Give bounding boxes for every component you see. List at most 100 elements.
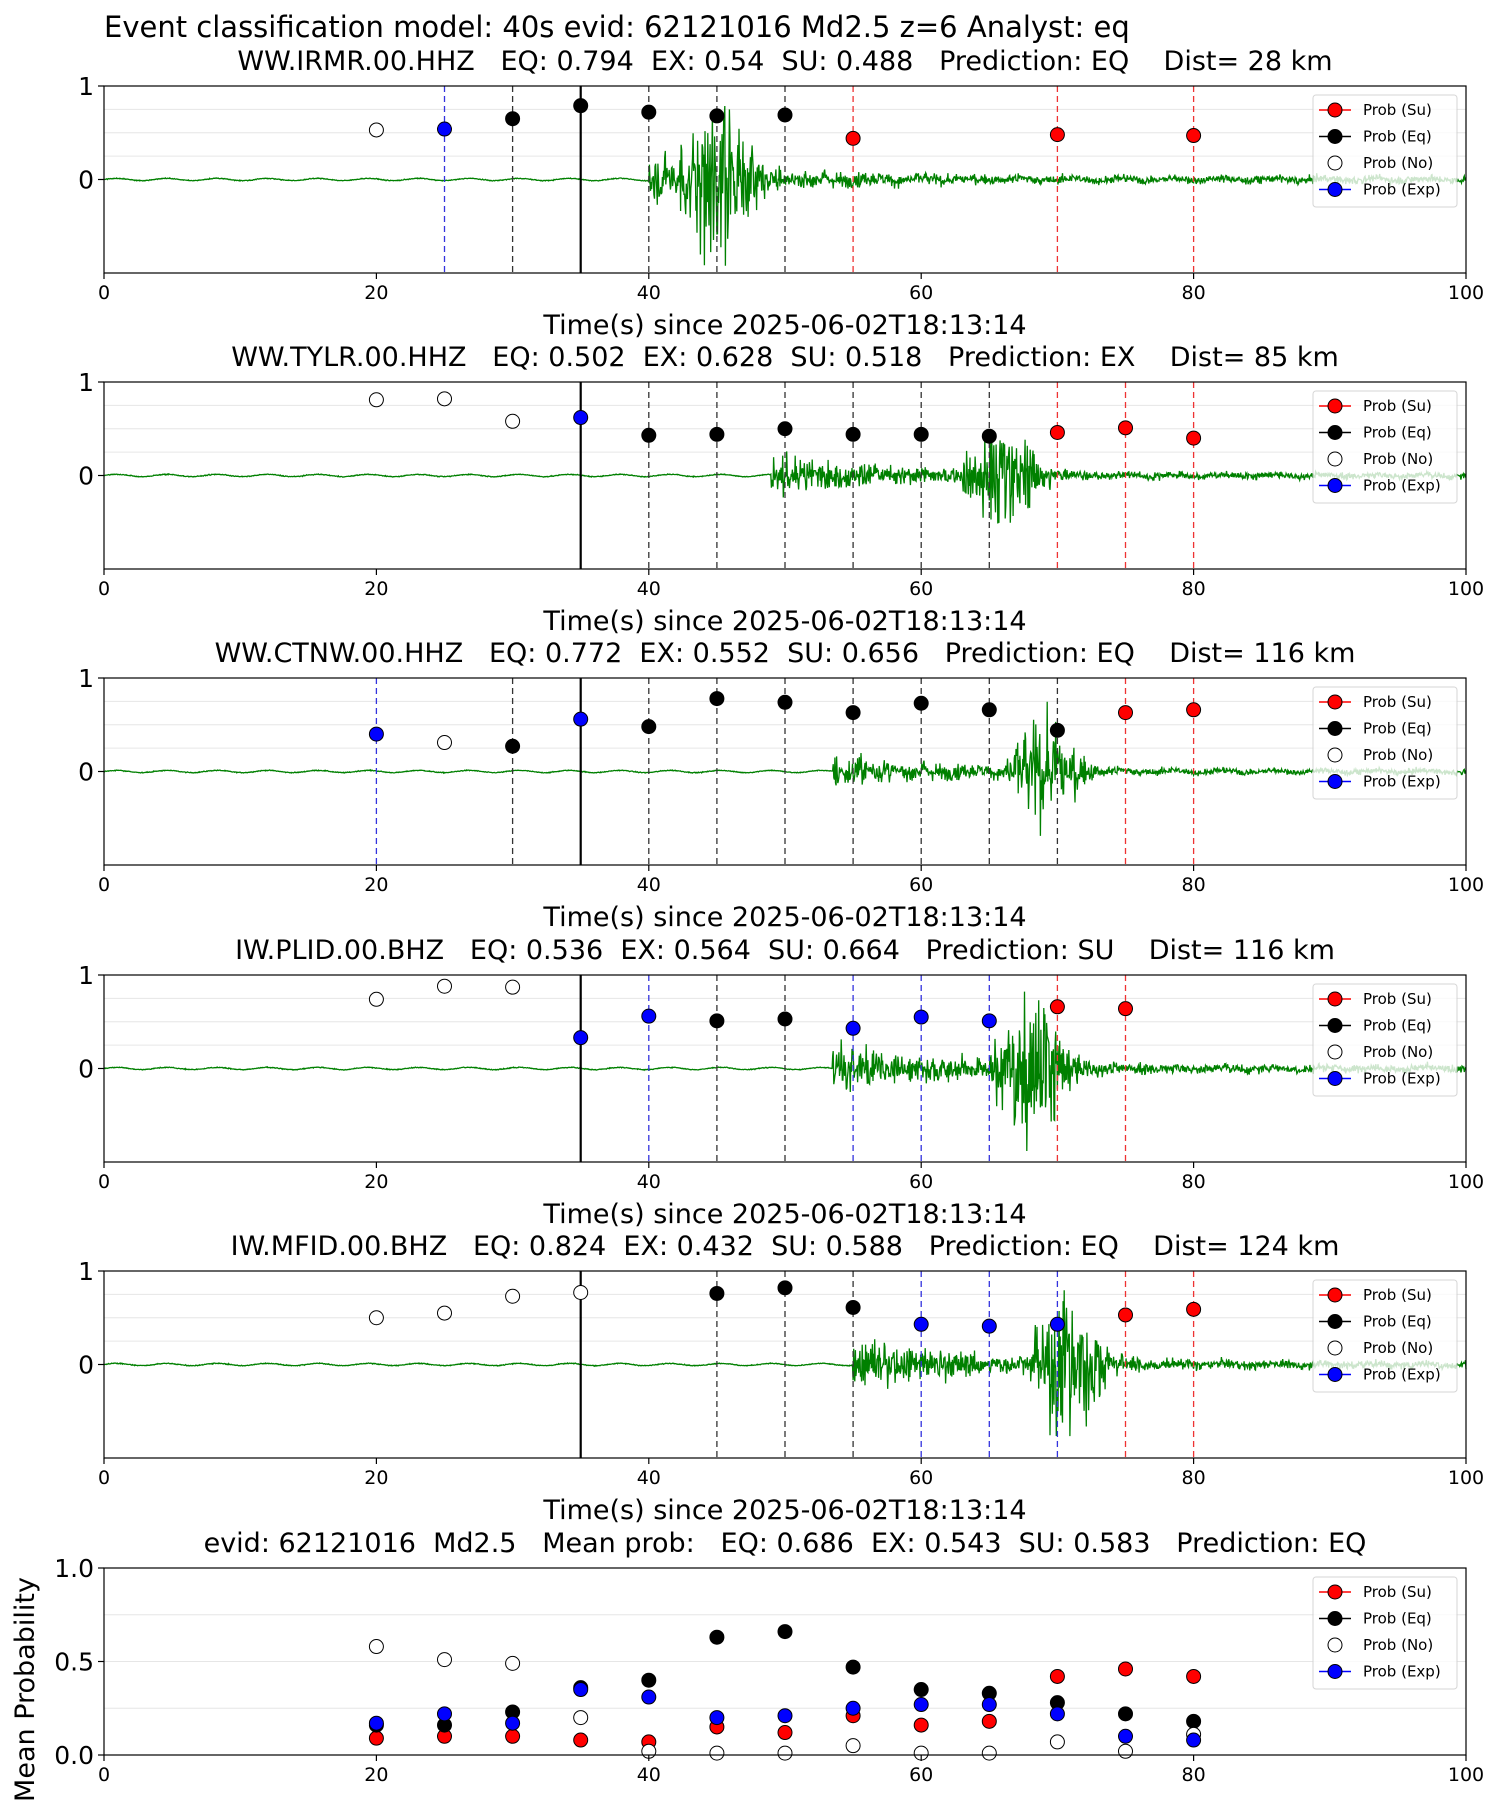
mean-prob-marker-no [981,1745,997,1761]
legend-marker-exp [1327,774,1343,789]
mean-prob-marker-eq [777,1624,793,1640]
prob-marker-su [845,130,861,146]
x-tick-label: 40 [637,1467,661,1489]
mean-prob-marker-exp [777,1708,793,1724]
prob-marker-no [368,392,384,408]
prob-marker-exp [573,410,589,426]
x-tick-label: 40 [637,1171,661,1193]
mean-prob-marker-eq [709,1629,725,1645]
legend-label: Prob (Su) [1363,693,1432,711]
legend-frame [1312,1279,1458,1393]
prob-marker-exp [368,726,384,742]
legend-label: Prob (Exp) [1363,773,1441,791]
prob-marker-no [368,991,384,1007]
prob-marker-eq [641,427,657,443]
prob-marker-su [1049,424,1065,440]
legend-label: Prob (Su) [1363,101,1432,119]
y-tick-label: 1 [78,961,94,990]
mean-prob-marker-exp [573,1682,589,1698]
prob-marker-no [437,735,452,751]
prob-marker-eq [709,1013,725,1029]
prob-marker-eq [845,1299,861,1315]
mean-prob-marker-eq [641,1672,657,1688]
legend-frame [1312,1576,1458,1690]
mean-prob-marker-no [505,1655,521,1671]
mean-prob-marker-exp [1049,1706,1065,1722]
mean-prob-marker-exp [913,1697,929,1713]
x-tick-label: 100 [1448,874,1484,896]
legend-marker-su [1327,1584,1343,1600]
x-axis-label: Time(s) since 2025-06-02T18:13:14 [542,310,1026,341]
legend-marker-exp [1327,478,1343,493]
legend-label: Prob (Eq) [1363,1610,1432,1628]
x-tick-label: 0 [98,282,110,304]
legend-marker-eq [1327,1611,1343,1626]
prob-marker-su [1186,1301,1202,1317]
x-tick-label: 80 [1182,874,1206,896]
x-tick-label: 20 [364,1467,388,1489]
prob-marker-no [437,978,452,994]
legend-label: Prob (Exp) [1363,181,1441,199]
prob-marker-exp [913,1009,929,1025]
mean-prob-marker-no [845,1738,861,1754]
x-tick-label: 60 [909,1171,933,1193]
mean-prob-marker-no [1118,1743,1133,1759]
legend: Prob (Su) Prob (Eq) Prob (No) Prob (Exp) [1312,1279,1458,1393]
legend-marker-exp [1327,1664,1343,1679]
prob-marker-eq [913,426,929,442]
legend-marker-no [1327,747,1343,763]
prob-marker-eq [709,426,725,442]
prob-marker-no [573,1285,589,1301]
prob-marker-exp [1049,1316,1065,1332]
legend-marker-su [1327,102,1343,118]
x-tick-label: 0 [98,1171,110,1193]
mean-prob-marker-no [437,1652,452,1668]
prob-marker-su [1118,705,1133,721]
y-tick-label: 1.0 [54,1554,94,1583]
legend: Prob (Su) Prob (Eq) Prob (No) Prob (Exp) [1312,983,1458,1097]
mean-prob-marker-exp [1118,1728,1133,1744]
legend-label: Prob (No) [1363,1339,1433,1357]
prob-marker-su [1186,702,1202,718]
legend-marker-eq [1327,425,1343,440]
legend-marker-su [1327,1287,1343,1303]
legend-marker-eq [1327,1018,1343,1033]
legend-label: Prob (Exp) [1363,1366,1441,1384]
mean-prob-marker-exp [845,1700,861,1716]
prob-marker-su [1118,420,1133,436]
x-tick-label: 0 [98,1467,110,1489]
mean-prob-marker-eq [913,1682,929,1698]
prob-marker-exp [641,1008,657,1024]
prob-marker-no [505,979,521,995]
prob-marker-eq [777,421,793,437]
x-tick-label: 60 [909,1764,933,1786]
mean-prob-marker-su [573,1732,589,1748]
legend-marker-eq [1327,1314,1343,1329]
mean-prob-marker-su [1118,1661,1133,1677]
legend: Prob (Su) Prob (Eq) Prob (No) Prob (Exp) [1312,94,1458,208]
legend-label: Prob (No) [1363,1043,1433,1061]
legend-marker-no [1327,155,1343,171]
y-tick-label: 1 [78,1257,94,1286]
legend-marker-exp [1327,1367,1343,1382]
legend-marker-exp [1327,1071,1343,1086]
mean-prob-marker-eq [1186,1713,1202,1729]
legend-marker-no [1327,1044,1343,1060]
y-axis-label: Mean Probability [10,1577,41,1800]
x-tick-label: 60 [909,578,933,600]
panel-title: IW.PLID.00.BHZ EQ: 0.536 EX: 0.564 SU: 0… [235,935,1335,966]
legend: Prob (Su) Prob (Eq) Prob (No) Prob (Exp) [1312,390,1458,504]
x-tick-label: 80 [1182,1467,1206,1489]
x-axis-label: Time(s) since 2025-06-02T18:13:14 [542,606,1026,637]
x-tick-label: 20 [364,1764,388,1786]
legend-label: Prob (Eq) [1363,424,1432,442]
x-tick-label: 80 [1182,1764,1206,1786]
prob-marker-su [1049,999,1065,1015]
mean-prob-marker-eq [845,1659,861,1675]
prob-marker-eq [641,104,657,120]
legend-label: Prob (Eq) [1363,1313,1432,1331]
panel-title: evid: 62121016 Md2.5 Mean prob: EQ: 0.68… [204,1528,1367,1559]
prob-marker-eq [981,702,997,718]
x-tick-label: 0 [98,578,110,600]
